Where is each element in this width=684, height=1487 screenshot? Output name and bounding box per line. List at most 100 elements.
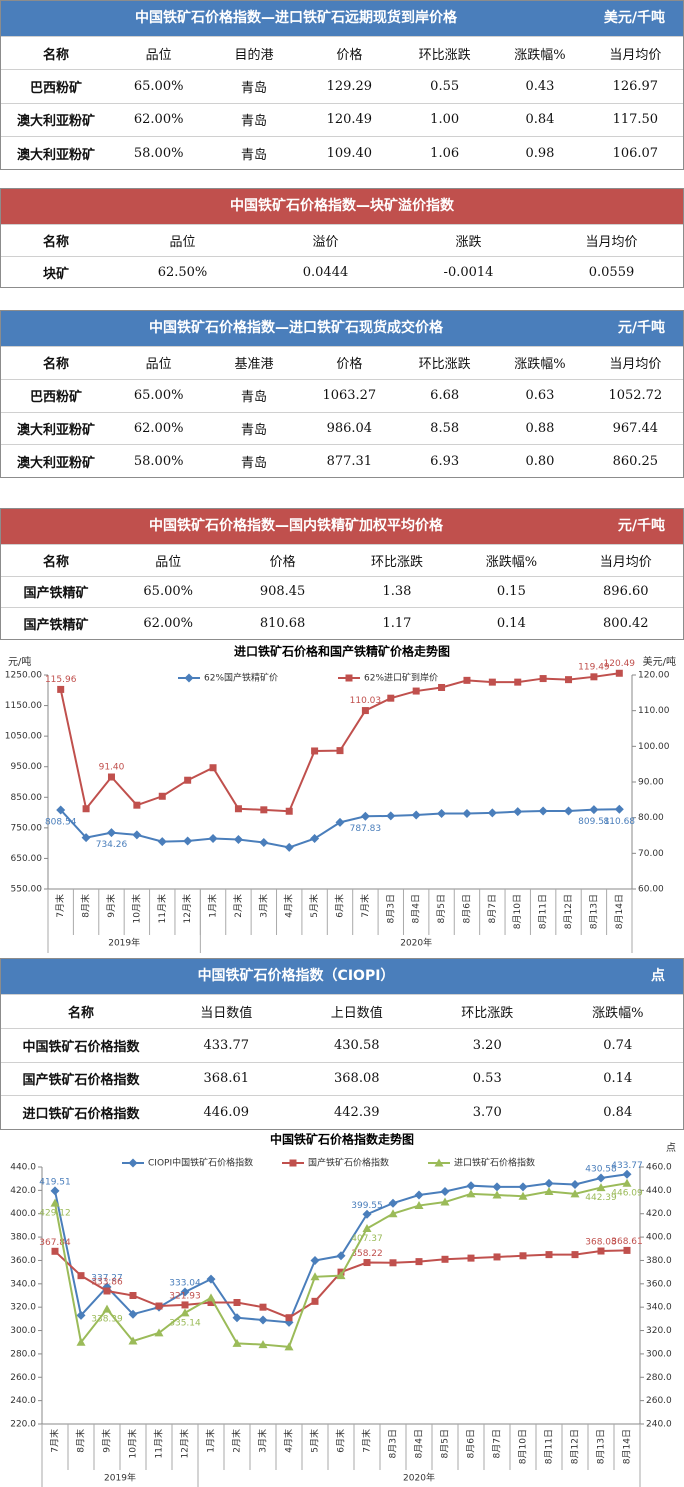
- marker: [386, 811, 396, 821]
- value-label: 119.49: [578, 662, 610, 672]
- marker: [462, 808, 472, 818]
- y2-tick-label: 80.00: [638, 813, 664, 823]
- y-tick-label: 1250.00: [5, 671, 42, 681]
- table-cell: 1.38: [339, 575, 455, 608]
- header-row: 名称 品位 基准港 价格 环比涨跌 涨跌幅% 当月均价: [1, 346, 683, 380]
- marker: [437, 808, 447, 818]
- table-cell: 8.58: [396, 411, 493, 445]
- x-tick-label: 8月7日: [492, 1429, 503, 1458]
- column-header: 环比涨跌: [396, 35, 493, 70]
- marker: [345, 674, 353, 682]
- table-unit: 美元/千吨: [603, 10, 665, 26]
- marker: [76, 1337, 86, 1346]
- y2-tick-label: 380.0: [646, 1256, 672, 1266]
- table-cell: 1.17: [339, 607, 455, 640]
- y-tick-label: 1150.00: [5, 701, 42, 711]
- column-header: 涨跌: [397, 224, 540, 256]
- marker: [538, 806, 548, 816]
- table-cell: 896.60: [568, 575, 683, 608]
- x-tick-label: 8月4日: [414, 1429, 425, 1458]
- table-row: 澳大利亚粉矿 58.00% 青岛 877.31 6.93 0.80 860.25: [1, 444, 683, 478]
- table-header: 中国铁矿石价格指数—进口铁矿石远期现货到岸价格 美元/千吨: [1, 1, 683, 36]
- marker: [414, 1190, 424, 1200]
- table-cell: 0.84: [552, 1095, 683, 1130]
- table-block: 中国铁矿石价格指数—进口铁矿石现货成交价格 元/千吨 名称 品位 基准港 价格 环比涨跌 涨跌…: [0, 310, 684, 478]
- marker: [258, 1340, 268, 1349]
- table-block: 中国铁矿石价格指数（CIOPI）点名称 当日数值 上日数值 环比涨跌 涨跌幅% 中国铁矿石…: [0, 958, 684, 1130]
- table-cell: 青岛: [206, 102, 302, 137]
- table-cell: 澳大利亚粉矿: [1, 444, 111, 478]
- marker: [519, 1252, 527, 1260]
- table-cell: 65.00%: [111, 69, 207, 103]
- column-header: 环比涨跌: [422, 994, 553, 1029]
- chart-title: 中国铁矿石价格指数走势图: [270, 1132, 414, 1147]
- table-cell: 块矿: [1, 255, 111, 288]
- table-cell: 62.00%: [111, 607, 226, 640]
- marker: [103, 1287, 111, 1295]
- y2-tick-label: 120.00: [638, 671, 670, 681]
- table-cell: 澳大利亚粉矿: [1, 411, 111, 445]
- x-tick-label: 8月3日: [388, 1429, 399, 1458]
- table-title: 中国铁矿石价格指数—进口铁矿石现货成交价格: [149, 320, 443, 336]
- marker: [336, 1251, 346, 1261]
- table-row: 进口铁矿石价格指数 446.09 442.39 3.70 0.84: [1, 1095, 683, 1130]
- y2-tick-label: 300.0: [646, 1349, 672, 1359]
- table-cell: 0.84: [492, 102, 588, 137]
- marker: [206, 1274, 216, 1284]
- table-cell: 澳大利亚粉矿: [1, 102, 111, 137]
- value-label: 91.40: [99, 763, 125, 773]
- marker: [492, 1190, 502, 1199]
- x-tick-label: 8月10日: [518, 1429, 529, 1464]
- value-label: 333.86: [91, 1277, 123, 1287]
- header-row: 名称 当日数值 上日数值 环比涨跌 涨跌幅%: [1, 994, 683, 1029]
- table-cell: 0.53: [422, 1061, 553, 1096]
- table-row: 澳大利亚粉矿 62.00% 青岛 120.49 1.00 0.84 117.50: [1, 102, 683, 137]
- marker: [285, 1314, 293, 1322]
- legend-label: 进口铁矿石价格指数: [454, 1157, 535, 1169]
- column-header: 目的港: [206, 35, 302, 70]
- table-cell: 国产铁精矿: [1, 575, 111, 608]
- table-cell: 120.49: [301, 102, 397, 137]
- table-cell: 6.93: [396, 444, 493, 478]
- table-title: 中国铁矿石价格指数（CIOPI）: [197, 968, 395, 984]
- table-cell: 860.25: [587, 444, 683, 478]
- marker: [233, 834, 243, 844]
- x-tick-label: 7月末: [49, 1429, 61, 1453]
- x-tick-label: 8月12日: [570, 1429, 581, 1464]
- marker: [513, 807, 523, 817]
- marker: [438, 683, 446, 691]
- column-header: 品位: [111, 35, 207, 70]
- value-label: 429.12: [39, 1209, 71, 1219]
- marker: [518, 1191, 528, 1200]
- marker: [51, 1247, 59, 1255]
- marker: [208, 834, 218, 844]
- column-header: 环比涨跌: [396, 346, 493, 380]
- marker: [259, 1303, 267, 1311]
- table-cell: 129.29: [301, 69, 397, 103]
- y-tick-label: 240.0: [10, 1396, 36, 1406]
- table-row: 澳大利亚粉矿 58.00% 青岛 109.40 1.06 0.98 106.07: [1, 135, 683, 170]
- marker: [260, 806, 268, 814]
- table-cell: 0.98: [492, 135, 588, 170]
- marker: [440, 1187, 450, 1197]
- table-cell: 62.00%: [111, 102, 207, 137]
- marker: [441, 1255, 449, 1263]
- table-cell: 1.00: [396, 102, 493, 137]
- table-cell: 青岛: [206, 444, 302, 478]
- table-cell: 青岛: [206, 411, 302, 445]
- table: 名称 当日数值 上日数值 环比涨跌 涨跌幅% 中国铁矿石价格指数 433.77 430.58 3…: [1, 994, 683, 1130]
- marker: [544, 1178, 554, 1188]
- y2-tick-label: 90.00: [638, 778, 664, 788]
- value-label: 368.08: [585, 1238, 617, 1248]
- marker: [233, 1299, 241, 1307]
- legend-label: 62%国产铁精矿价: [204, 672, 278, 684]
- marker: [234, 805, 242, 813]
- table-cell: 0.14: [454, 607, 569, 640]
- table-cell: 446.09: [161, 1095, 292, 1130]
- value-label: 110.03: [350, 696, 382, 706]
- table-cell: 6.68: [396, 378, 493, 412]
- x-tick-label: 2月末: [231, 1429, 243, 1453]
- table: 名称 品位 溢价 涨跌 当月均价 块矿 62.50% 0.0444 -0.0014 0.0559: [1, 224, 683, 288]
- value-label: 787.83: [350, 824, 382, 834]
- x-tick-label: 12月末: [179, 1429, 191, 1458]
